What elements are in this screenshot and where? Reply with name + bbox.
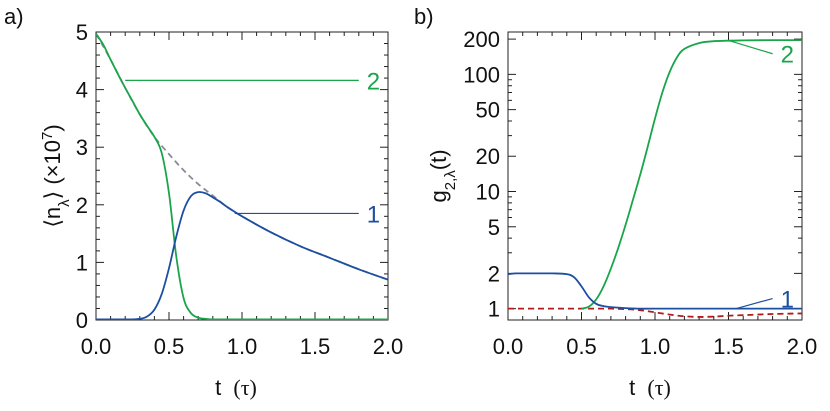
panel-a-x-tick-label: 0.0: [81, 334, 112, 359]
panel-b-y-tick-label: 10: [476, 180, 500, 205]
panel-a-x-tick-label: 1.0: [227, 334, 258, 359]
panel-a-series-2-line: [96, 33, 388, 320]
panel-a-x-tick-label: 0.5: [154, 334, 185, 359]
panel-a-xlabel-unit: (τ): [233, 375, 257, 400]
panel-b-label: b): [414, 4, 434, 29]
panel-b-annotation-1-label: 1: [781, 287, 794, 314]
panel-b-y-tick-label: 2: [488, 261, 500, 286]
panel-a: a) t (τ) ⟨nλ⟩ (×107) 0.0 0.5 1.0 1.5 2.0 0 1 2 3…: [4, 4, 403, 400]
panel-a-x-tick-label: 2.0: [373, 334, 404, 359]
panel-b-x-tick-label: 2.0: [787, 334, 818, 359]
panel-a-y-tick-label: 5: [76, 20, 88, 45]
panel-a-series-reference-line: [96, 33, 388, 281]
panel-b-annotation-1-leader: [735, 297, 773, 310]
panel-b: b) t (τ) g2,λ(t) 0.0 0.5 1.0 1.5 2.0 1 2 5 10 20 5…: [414, 4, 817, 400]
panel-b-x-tick-label: 0.5: [566, 334, 597, 359]
panel-a-y-tick-label: 3: [76, 135, 88, 160]
panel-a-xlabel: t (τ): [215, 375, 257, 400]
panel-a-series-1-line: [96, 191, 388, 320]
panel-b-series-2-line: [581, 39, 802, 310]
panel-b-x-tick-label: 0.0: [493, 334, 524, 359]
panel-a-y-tick-label: 1: [76, 250, 88, 275]
panel-a-y-tick-label: 0: [76, 308, 88, 333]
panel-b-annotation-2-label: 2: [781, 42, 794, 69]
panel-b-y-tick-label: 100: [463, 62, 500, 87]
panel-a-x-tick-label: 1.5: [300, 334, 331, 359]
panel-b-y-tick-label: 50: [476, 98, 500, 123]
panel-b-y-tick-label: 200: [463, 27, 500, 52]
panel-b-x-tick-label: 1.5: [713, 334, 744, 359]
panel-a-annotation-2-label: 2: [367, 68, 380, 95]
panel-a-ylabel: ⟨nλ⟩ (×107): [39, 124, 73, 227]
panel-b-series-1-line: [508, 272, 802, 310]
panel-b-xlabel: t (τ): [629, 375, 671, 400]
panel-b-ylabel: g2,λ(t): [426, 149, 459, 202]
panel-b-x-tick-label: 1.0: [640, 334, 671, 359]
panel-b-xlabel-unit: (τ): [647, 375, 671, 400]
panel-b-y-tick-label: 1: [488, 297, 500, 322]
panel-b-annotation-2-leader: [728, 39, 773, 55]
panel-b-xlabel-main: t: [629, 375, 635, 400]
panel-a-y-tick-label: 2: [76, 193, 88, 218]
panel-a-label: a): [4, 4, 24, 29]
panel-b-y-tick-label: 5: [488, 215, 500, 240]
panel-a-annotation-1-label: 1: [367, 201, 380, 228]
panel-a-xlabel-main: t: [215, 375, 221, 400]
panel-a-frame: [95, 31, 389, 321]
panel-b-frame: [507, 31, 803, 321]
panel-a-y-tick-label: 4: [76, 78, 88, 103]
panel-b-y-tick-label: 20: [476, 144, 500, 169]
